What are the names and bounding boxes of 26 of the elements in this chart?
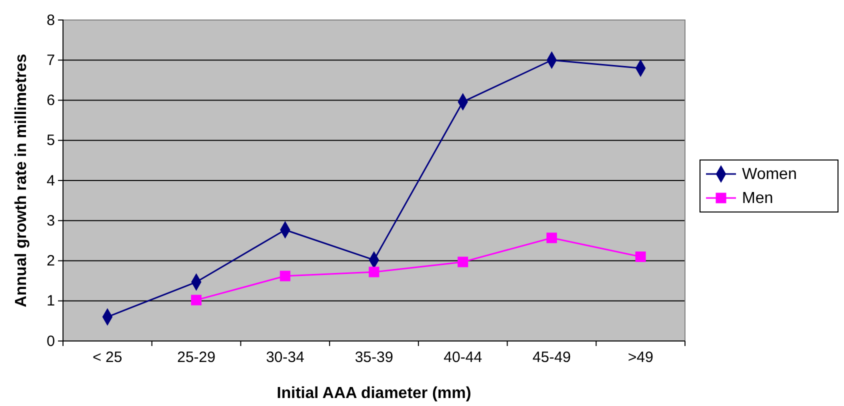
x-tick-label: 45-49	[532, 349, 571, 366]
point	[191, 294, 202, 306]
point	[635, 251, 646, 262]
x-tick-label: < 25	[92, 349, 122, 366]
y-tick-label: 8	[46, 12, 55, 29]
legend-label: Women	[742, 166, 797, 183]
x-tick-label: 30-34	[266, 349, 304, 366]
point	[546, 232, 557, 244]
y-tick-label: 2	[46, 252, 55, 270]
y-tick-label: 5	[46, 132, 55, 150]
x-tick-label: 40-44	[444, 349, 482, 366]
point	[280, 270, 290, 282]
y-tick-label: 3	[46, 212, 55, 230]
y-axis-title: Annual growth rate in millimetres	[13, 54, 30, 308]
x-tick-label: >49	[628, 349, 654, 366]
x-tick-label: 35-39	[354, 349, 394, 366]
y-tick-label: 7	[46, 52, 55, 69]
y-tick-label: 4	[46, 172, 55, 190]
x-axis-title: Initial AAA diameter (mm)	[276, 385, 472, 402]
legend-label: Men	[742, 190, 774, 207]
y-tick-label: 6	[46, 92, 55, 110]
point	[458, 256, 468, 268]
y-tick-label: 0	[46, 332, 55, 350]
y-tick-label: 1	[46, 292, 55, 310]
point	[368, 266, 380, 278]
x-tick-label: 25-29	[177, 349, 216, 366]
